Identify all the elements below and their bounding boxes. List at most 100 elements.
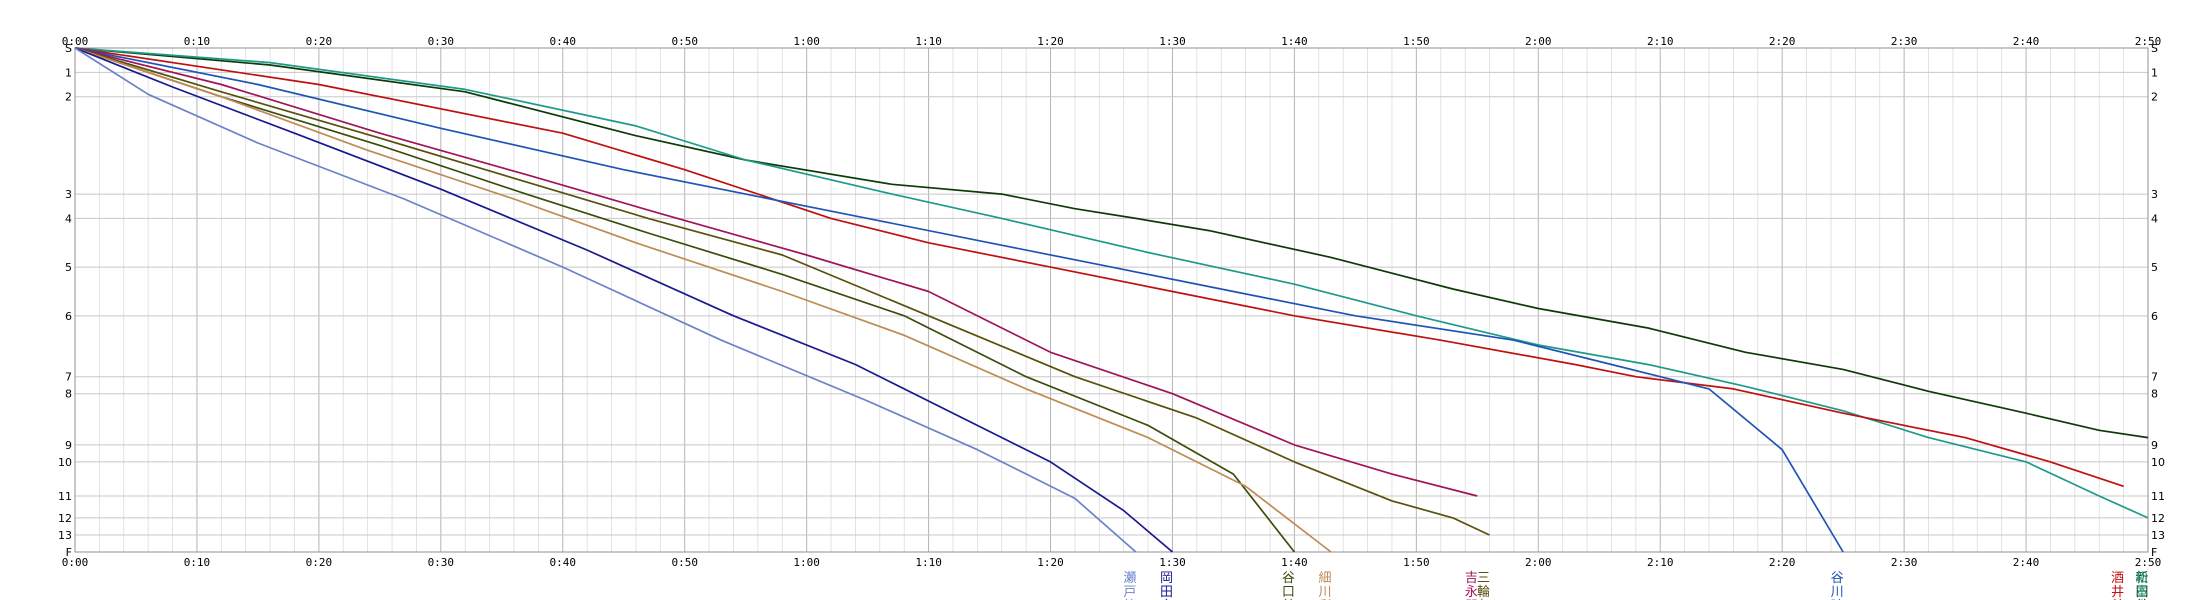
x-tick-label-bottom: 0:20 bbox=[306, 556, 333, 569]
series-name-char: 岡 bbox=[1160, 571, 1173, 586]
series-name-label: 酒井美 bbox=[2111, 571, 2124, 600]
x-tick-label-top: 0:40 bbox=[550, 35, 577, 48]
x-tick-label-bottom: 0:10 bbox=[184, 556, 211, 569]
y-tick-label-left: 4 bbox=[65, 212, 72, 225]
y-tick-label-left: 8 bbox=[65, 388, 72, 401]
y-tick-label-right: 7 bbox=[2151, 371, 2158, 384]
y-tick-label-left: 13 bbox=[58, 529, 72, 542]
series-name-char: 友 bbox=[1477, 598, 1490, 600]
series-name-char: 川 bbox=[1318, 585, 1331, 600]
y-tick-label-right: 8 bbox=[2151, 388, 2158, 401]
series-name-char: 細 bbox=[1318, 571, 1331, 586]
series-name-label: 吉永朋 bbox=[1465, 571, 1478, 600]
series-name-label: 谷口美 bbox=[1282, 571, 1295, 600]
series-lines bbox=[74, 47, 2149, 553]
series-name-char: 井 bbox=[2111, 585, 2124, 600]
series-line bbox=[74, 47, 1844, 553]
series-line bbox=[74, 47, 1332, 553]
series-name-char: 谷 bbox=[1282, 571, 1295, 586]
series-name-char: 田 bbox=[1160, 585, 1173, 600]
series-name-char: 川 bbox=[1831, 585, 1844, 600]
x-tick-label-bottom: 0:40 bbox=[550, 556, 577, 569]
series-name-char: 酒 bbox=[2111, 571, 2124, 586]
series-name-label: 新田美 bbox=[2135, 570, 2148, 600]
series-name-label: 岡田文 bbox=[1160, 571, 1173, 600]
y-tick-label-right: 2 bbox=[2151, 91, 2158, 104]
series-name-label: 谷川晴 bbox=[1831, 571, 1844, 600]
axis-ticks: 0:00 0:00 0:10 0:10 0:20 0:20 0:30 0:30 0:40 0:40… bbox=[58, 35, 2165, 569]
series-name-char: 戸 bbox=[1123, 585, 1136, 600]
x-tick-label-top: 2:20 bbox=[1769, 35, 1796, 48]
x-tick-label-top: 0:30 bbox=[428, 35, 455, 48]
y-tick-label-right: 13 bbox=[2151, 529, 2165, 542]
series-name-label: 細川彩 bbox=[1318, 571, 1331, 600]
y-tick-label-left: 3 bbox=[65, 188, 72, 201]
y-tick-label-right: 12 bbox=[2151, 512, 2165, 525]
y-tick-label-left: 9 bbox=[65, 439, 72, 452]
y-tick-label-left: 6 bbox=[65, 310, 72, 323]
y-tick-label-left: 5 bbox=[65, 261, 72, 274]
x-tick-label-bottom: 1:00 bbox=[793, 556, 820, 569]
x-tick-label-top: 0:00 bbox=[62, 35, 89, 48]
x-tick-label-bottom: 0:50 bbox=[671, 556, 698, 569]
x-tick-label-top: 1:10 bbox=[915, 35, 942, 48]
series-line bbox=[74, 47, 2149, 519]
series-line bbox=[74, 47, 1174, 553]
x-tick-label-bottom: 1:30 bbox=[1159, 556, 1186, 569]
series-name-label: 松本恵 bbox=[2135, 571, 2148, 600]
x-tick-label-bottom: 2:00 bbox=[1525, 556, 1552, 569]
x-tick-label-bottom: 2:40 bbox=[2013, 556, 2040, 569]
series-name-char: 吉 bbox=[1465, 571, 1478, 586]
y-tick-label-left: S bbox=[65, 42, 72, 55]
x-tick-label-top: 0:50 bbox=[671, 35, 698, 48]
x-tick-label-bottom: 0:30 bbox=[428, 556, 455, 569]
series-name-char: 田 bbox=[2135, 585, 2148, 600]
series-name-label: 三輪友 bbox=[1477, 571, 1490, 600]
y-tick-label-right: F bbox=[2151, 546, 2157, 559]
plot-frame bbox=[74, 47, 2149, 553]
y-tick-label-right: S bbox=[2151, 42, 2158, 55]
x-tick-label-top: 0:20 bbox=[306, 35, 333, 48]
series-name-char: 口 bbox=[1282, 585, 1295, 600]
x-tick-label-top: 0:10 bbox=[184, 35, 211, 48]
y-tick-label-right: 4 bbox=[2151, 212, 2158, 225]
x-tick-label-top: 1:40 bbox=[1281, 35, 1308, 48]
series-line bbox=[74, 47, 1478, 497]
x-tick-label-top: 1:20 bbox=[1037, 35, 1064, 48]
x-tick-label-bottom: 1:10 bbox=[915, 556, 942, 569]
series-name-label: 瀬戸緒 bbox=[1123, 571, 1136, 600]
y-tick-label-right: 10 bbox=[2151, 456, 2165, 469]
y-tick-label-left: F bbox=[66, 546, 72, 559]
x-tick-label-top: 1:50 bbox=[1403, 35, 1430, 48]
series-line bbox=[74, 47, 2124, 488]
y-tick-label-left: 7 bbox=[65, 371, 72, 384]
x-tick-label-bottom: 1:20 bbox=[1037, 556, 1064, 569]
series-name-char: 瀬 bbox=[1123, 571, 1136, 586]
series-name-char: 永 bbox=[1465, 585, 1478, 600]
x-tick-label-bottom: 2:10 bbox=[1647, 556, 1674, 569]
series-name-char: 輪 bbox=[1477, 584, 1490, 600]
x-tick-label-bottom: 2:50 bbox=[2135, 556, 2162, 569]
x-tick-label-top: 2:40 bbox=[2013, 35, 2040, 48]
y-tick-label-left: 12 bbox=[58, 512, 72, 525]
y-tick-label-right: 9 bbox=[2151, 439, 2158, 452]
y-tick-label-right: 5 bbox=[2151, 261, 2158, 274]
series-name-char: 松 bbox=[2135, 571, 2148, 586]
x-tick-label-top: 2:10 bbox=[1647, 35, 1674, 48]
x-tick-label-top: 1:30 bbox=[1159, 35, 1186, 48]
y-tick-label-right: 11 bbox=[2151, 490, 2165, 503]
series-name-char: 本 bbox=[2135, 585, 2148, 600]
series-name-char: 新 bbox=[2135, 570, 2148, 586]
y-tick-label-left: 1 bbox=[65, 66, 72, 79]
x-tick-label-bottom: 0:00 bbox=[62, 556, 89, 569]
y-tick-label-right: 3 bbox=[2151, 188, 2158, 201]
grid bbox=[74, 47, 2149, 553]
x-tick-label-top: 2:00 bbox=[1525, 35, 1552, 48]
x-tick-label-bottom: 2:30 bbox=[1891, 556, 1918, 569]
x-tick-label-bottom: 2:20 bbox=[1769, 556, 1796, 569]
x-tick-label-bottom: 1:50 bbox=[1403, 556, 1430, 569]
series-name-char: 谷 bbox=[1831, 571, 1844, 586]
series-line bbox=[74, 47, 2149, 439]
x-tick-label-top: 2:50 bbox=[2135, 35, 2162, 48]
